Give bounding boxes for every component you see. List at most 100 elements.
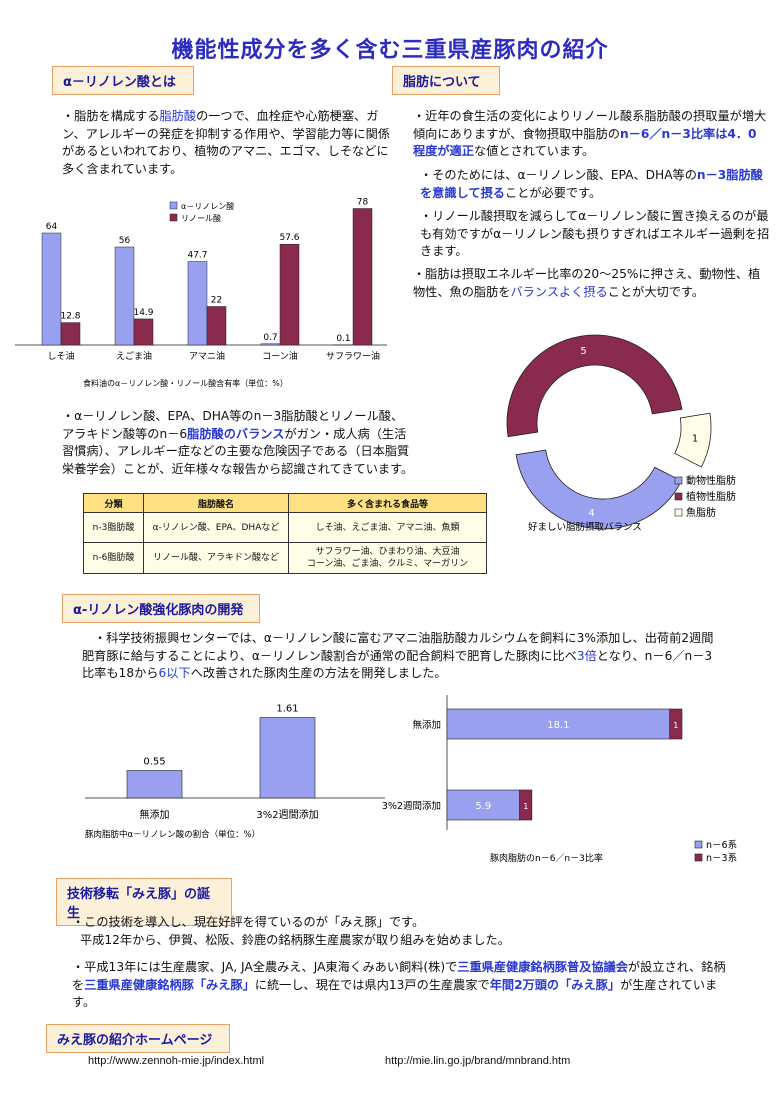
data-label: 64 xyxy=(46,222,58,232)
table-cell: しそ油、えごま油、アマニ油、魚類 xyxy=(288,512,487,543)
highlight-annual-production: 年間2万頭の「みえ豚」 xyxy=(489,977,621,992)
section-header-homepage: みえ豚の紹介ホームページ xyxy=(46,1024,230,1053)
data-label: 56 xyxy=(119,236,131,246)
bar xyxy=(279,243,300,346)
bar-n3 xyxy=(519,789,533,821)
text-run: ことが必要です。 xyxy=(504,185,602,200)
table-header: 脂肪酸名 xyxy=(143,493,289,513)
highlight-balance: バランスよく摂る xyxy=(510,284,608,299)
x-tick-label: 3%2週間添加 xyxy=(256,808,318,821)
section-header-mie-pork: 技術移転「みえ豚」の誕生 xyxy=(56,878,232,926)
table-cell: リノール酸、アラキドン酸など xyxy=(143,542,289,574)
text-run: となり、n－6／n－3比率も18から xyxy=(82,648,713,681)
data-label: 78 xyxy=(357,198,369,208)
legend-label: 動物性脂肪 xyxy=(686,474,736,487)
legend-swatch xyxy=(674,476,683,485)
bar xyxy=(126,770,183,799)
legend-label: 魚脂肪 xyxy=(686,506,716,519)
text-run: な値とされています。 xyxy=(473,144,595,158)
legend-swatch xyxy=(169,201,178,210)
mie-pork-description: ・平成13年には生産農家、JA, JA全農みえ、JA東海くみあい飼料(株)で三重… xyxy=(72,959,732,1012)
legend-label: n－6系 xyxy=(706,840,737,851)
data-label: 0.1 xyxy=(336,334,350,344)
pork-development-description: ・科学技術振興センターでは、α－リノレン酸に富むアマニ油脂肪酸カルシウムを飼料に… xyxy=(82,630,722,683)
table-row: n-3脂肪酸 α-リノレン酸、EPA、DHAなど しそ油、えごま油、アマニ油、魚… xyxy=(83,512,487,543)
text-run: がガン・成人病（生活習慣病）、アレルギー症などの主要な危険因子である（日本脂質栄… xyxy=(62,426,414,476)
slice-label: 4 xyxy=(588,508,594,519)
data-label: 1 xyxy=(523,802,528,811)
section-header-alpha-linolenic: α－リノレン酸とは xyxy=(52,66,194,95)
highlight-council: 三重県産健康銘柄豚普及協議会 xyxy=(457,960,628,974)
oil-fatty-acid-chart: 64 12.8 しそ油 56 14.9 えごま油 47.7 22 アマニ油 0.7 57.6 コーン油… xyxy=(15,198,387,388)
text-run: ・科学技術振興センターでは、α－リノレン酸に富むアマニ油脂肪酸カルシウムを飼料に… xyxy=(82,631,714,663)
donut-slice xyxy=(515,449,682,530)
text-run: ・平成13年には生産農家、JA, JA全農みえ、JA東海くみあい飼料(株)で xyxy=(72,960,458,974)
chart-caption: 豚肉脂肪のn－6／n－3比率 xyxy=(490,852,603,864)
text-run: ・近年の食生活の変化によりリノール酸系脂肪酸の摂取量が増大傾向にありますが、食物… xyxy=(413,109,767,141)
chart-title: 好ましい脂肪摂取バランス xyxy=(528,521,642,533)
fat-description-3: ・リノール酸摂取を減らしてα－リノレン酸に置き換えるのが最も有効ですがα－リノレ… xyxy=(420,209,770,258)
pork-n6-n3-ratio-chart: 18.1 1 無添加 5.9 1 3%2週間添加 n－6系 n－3系 豚肉脂肪のn－6／n－3比… xyxy=(382,695,737,864)
text-run: ことが大切です。 xyxy=(607,284,705,299)
slice-label: 5 xyxy=(580,346,586,357)
fat-description-2: ・そのためには、α－リノレン酸、EPA、DHA等のn－3脂肪酸を意識して摂ること… xyxy=(420,167,768,202)
bar xyxy=(133,318,154,346)
y-tick-label: 3%2週間添加 xyxy=(382,800,441,812)
x-tick-label: 無添加 xyxy=(140,808,170,821)
data-label: 57.6 xyxy=(279,233,299,243)
text-run: へ改善された豚肉生産の方法を開発しました。 xyxy=(190,666,447,680)
bar-n6 xyxy=(446,789,520,821)
data-label: 12.8 xyxy=(60,312,80,322)
text-run: ・脂肪を構成する xyxy=(62,109,160,123)
y-tick-label: 無添加 xyxy=(412,719,441,731)
donut-slice xyxy=(506,334,683,438)
data-label: 14.9 xyxy=(133,308,153,318)
bar xyxy=(259,717,316,799)
fat-description-4: ・脂肪は摂取エネルギー比率の20～25%に押さえ、動物性、植物性、魚の脂肪をバラ… xyxy=(413,266,771,301)
alpha-linolenic-description: ・脂肪を構成する脂肪酸の一つで、血栓症や心筋梗塞、ガン、アレルギーの発症を抑制す… xyxy=(62,108,397,178)
table-header: 多く含まれる食品等 xyxy=(288,493,487,513)
legend-swatch xyxy=(674,492,683,501)
data-label: 47.7 xyxy=(187,251,207,261)
data-label: 1.61 xyxy=(276,704,298,715)
legend-label: リノール酸 xyxy=(181,213,221,223)
legend-swatch xyxy=(694,840,703,849)
bar xyxy=(60,322,81,346)
table-cell: α-リノレン酸、EPA、DHAなど xyxy=(143,512,289,543)
text-run: ・脂肪は摂取エネルギー比率の20～25%に押さえ、動物性、植物性、魚の脂肪を xyxy=(413,267,761,299)
legend-swatch xyxy=(694,853,703,862)
fatty-acid-table: 分類 脂肪酸名 多く含まれる食品等 n-3脂肪酸 α-リノレン酸、EPA、DHA… xyxy=(83,493,487,574)
text-run: に統一し、現在では県内13戸の生産農家で xyxy=(254,977,490,992)
table-header-row: 分類 脂肪酸名 多く含まれる食品等 xyxy=(83,493,487,513)
highlight-fatty-acid-balance: 脂肪酸のバランス xyxy=(187,426,285,441)
chart-caption: 豚肉脂肪中α－リノレン酸の割合（単位：%） xyxy=(85,829,260,840)
data-label: 18.1 xyxy=(547,720,569,731)
section-header-pork-development: α-リノレン酸強化豚肉の開発 xyxy=(62,594,260,623)
homepage-link-zennoh[interactable]: http://www.zennoh-mie.jp/index.html xyxy=(88,1055,265,1067)
table-cell: n-3脂肪酸 xyxy=(83,512,144,543)
x-tick-label: しそ油 xyxy=(47,350,74,362)
bar xyxy=(187,261,208,346)
data-label: 1 xyxy=(673,721,678,730)
chart-caption: 食料油のα－リノレン酸・リノール酸含有率（単位：%） xyxy=(83,378,288,388)
section-header-fat: 脂肪について xyxy=(392,66,500,95)
x-tick-label: えごま油 xyxy=(116,350,152,362)
legend-label: n－3系 xyxy=(706,853,737,864)
legend-swatch xyxy=(169,213,178,222)
page-title: 機能性成分を多く含む三重県産豚肉の紹介 xyxy=(171,38,609,63)
bar xyxy=(41,232,62,346)
slice-label: 1 xyxy=(692,433,698,444)
legend-label: α－リノレン酸 xyxy=(181,201,234,211)
bar xyxy=(206,306,227,346)
legend-swatch xyxy=(674,508,683,517)
x-tick-label: アマニ油 xyxy=(189,350,225,362)
highlight-brand: 三重県産健康銘柄豚「みえ豚」 xyxy=(84,977,255,992)
x-tick-label: サフラワー油 xyxy=(326,350,380,362)
homepage-link-mie-lin[interactable]: http://mie.lin.go.jp/brand/mnbrand.htm xyxy=(385,1055,571,1067)
highlight-6-or-less: 6以下 xyxy=(158,666,191,680)
data-label: 0.7 xyxy=(263,333,277,343)
donut-slice xyxy=(674,412,712,468)
fat-balance-description: ・α－リノレン酸、EPA、DHA等のn－3脂肪酸とリノール酸、アラキドン酸等のn… xyxy=(62,408,414,478)
